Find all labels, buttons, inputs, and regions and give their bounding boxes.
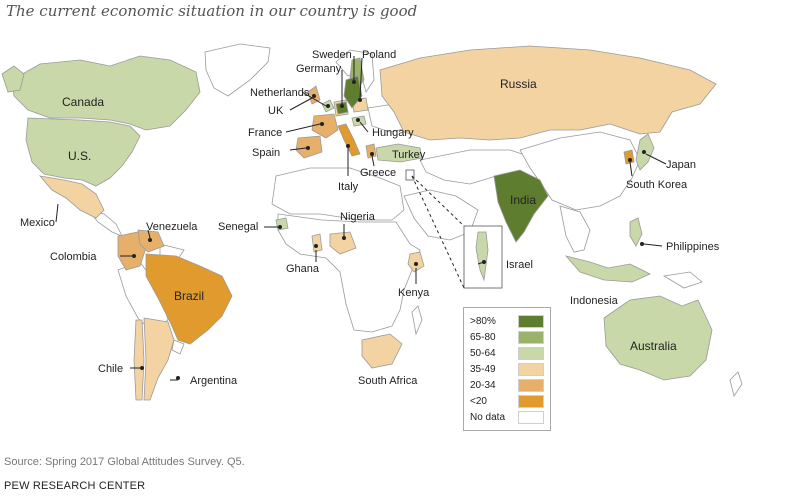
legend-item: No data <box>470 410 544 424</box>
legend-item: 35-49 <box>470 362 544 376</box>
label-netherlands: Netherlands <box>250 87 310 99</box>
india-shape <box>493 169 549 243</box>
legend-swatch <box>518 330 544 344</box>
category-50-64 <box>1 55 713 381</box>
label-uk: UK <box>268 105 284 117</box>
north-africa-shape <box>271 167 405 221</box>
south-africa-shape <box>361 333 403 369</box>
label-japan: Japan <box>666 159 696 171</box>
us-shape <box>25 117 141 187</box>
legend-label: 50-64 <box>470 347 496 359</box>
france-shape <box>311 113 339 139</box>
legend-label: No data <box>470 411 506 423</box>
legend-label: 35-49 <box>470 363 496 375</box>
turkey-shape <box>375 143 423 163</box>
legend-label: <20 <box>470 395 487 407</box>
label-turkey: Turkey <box>392 149 426 161</box>
se-asia-shape <box>559 205 591 253</box>
canada-shape <box>11 55 201 131</box>
source-note: Source: Spring 2017 Global Attitudes Sur… <box>4 456 245 468</box>
legend-swatch <box>518 362 544 376</box>
legend-item: <20 <box>470 394 544 408</box>
mexico-shape <box>38 175 105 219</box>
legend-label: >80% <box>470 315 496 327</box>
legend-item: 65-80 <box>470 330 544 344</box>
label-australia: Australia <box>630 339 677 353</box>
label-spain: Spain <box>252 147 280 159</box>
legend-swatch <box>518 314 544 328</box>
ghana-shape <box>311 233 323 253</box>
label-germany: Germany <box>296 63 342 75</box>
nigeria-shape <box>329 231 357 255</box>
label-chile: Chile <box>98 363 123 375</box>
indonesia-shape <box>564 255 651 283</box>
label-italy: Italy <box>338 181 359 193</box>
madagascar-shape <box>411 305 423 336</box>
alaska-shape <box>1 65 25 93</box>
label-colombia: Colombia <box>50 251 97 263</box>
legend-swatch <box>518 378 544 392</box>
legend-swatch <box>518 346 544 360</box>
greenland-shape <box>204 43 271 97</box>
label-indonesia: Indonesia <box>570 295 619 307</box>
label-israel: Israel <box>506 259 533 271</box>
legend-item: >80% <box>470 314 544 328</box>
label-south-africa: South Africa <box>358 375 418 387</box>
legend-item: 20-34 <box>470 378 544 392</box>
south-korea-shape <box>623 149 635 165</box>
category-35-49 <box>38 45 717 401</box>
label-france: France <box>248 127 282 139</box>
new-zealand-shape <box>729 371 743 397</box>
map-legend: >80% 65-80 50-64 35-49 20-34 <20 No data <box>463 307 551 431</box>
legend-swatch <box>518 410 544 424</box>
italy-shape <box>337 123 361 157</box>
label-russia: Russia <box>500 77 537 91</box>
label-philippines: Philippines <box>666 241 720 253</box>
label-greece: Greece <box>360 167 396 179</box>
label-senegal: Senegal <box>218 221 258 233</box>
israel-inset <box>405 169 503 289</box>
label-india: India <box>510 193 536 207</box>
label-venezuela: Venezuela <box>146 221 198 233</box>
legend-swatch <box>518 394 544 408</box>
legend-label: 20-34 <box>470 379 496 391</box>
country-labels: Canada U.S. Mexico Venezuela Colombia Br… <box>20 49 720 387</box>
senegal-shape <box>275 217 289 231</box>
label-us: U.S. <box>68 149 91 163</box>
argentina-shape <box>143 317 175 401</box>
category-lt20 <box>145 123 635 345</box>
label-nigeria: Nigeria <box>340 211 376 223</box>
world-map: Canada U.S. Mexico Venezuela Colombia Br… <box>1 43 743 401</box>
brazil-shape <box>145 253 233 345</box>
australia-shape <box>603 295 713 381</box>
greece-shape <box>365 143 377 159</box>
label-canada: Canada <box>62 95 104 109</box>
sweden-shape <box>343 75 363 109</box>
israel-shape <box>475 231 489 282</box>
label-sweden: Sweden <box>312 49 352 61</box>
legend-item: 50-64 <box>470 346 544 360</box>
legend-label: 65-80 <box>470 331 496 343</box>
label-argentina: Argentina <box>190 375 238 387</box>
label-hungary: Hungary <box>372 127 414 139</box>
label-poland: Poland <box>362 49 396 61</box>
russia-shape <box>379 45 717 141</box>
label-kenya: Kenya <box>398 287 430 299</box>
label-mexico: Mexico <box>20 217 55 229</box>
chile-shape <box>133 319 145 401</box>
philippines-shape <box>629 217 643 247</box>
leaders <box>55 56 667 381</box>
organization-name: PEW RESEARCH CENTER <box>4 480 146 492</box>
label-south-korea: South Korea <box>626 179 688 191</box>
papua-shape <box>662 271 703 289</box>
label-brazil: Brazil <box>174 289 204 303</box>
label-ghana: Ghana <box>286 263 320 275</box>
map-title: The current economic situation in our co… <box>6 2 418 20</box>
uruguay-shape <box>171 339 185 355</box>
